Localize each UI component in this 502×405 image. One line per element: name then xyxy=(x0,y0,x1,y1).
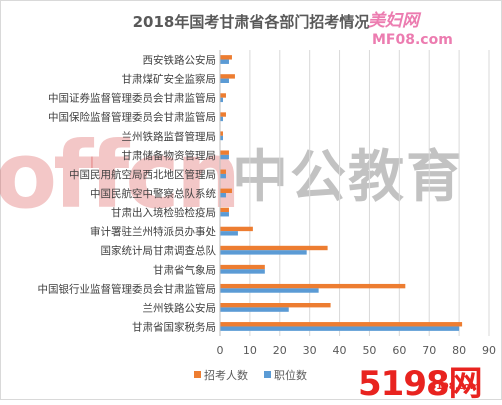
category-label: 中国银行业监督管理委员会甘肃监管局 xyxy=(38,282,217,295)
legend-swatch xyxy=(194,371,201,378)
bar-zhaokao-renshu xyxy=(220,303,331,308)
x-tick-label: 0 xyxy=(217,344,224,357)
category-label: 甘肃省气象局 xyxy=(153,263,216,276)
bar-zhiwei-shu xyxy=(220,135,223,141)
zhonggong-watermark: 中公教育 xyxy=(232,145,464,210)
bar-zhiwei-shu xyxy=(220,97,223,103)
site-5198-url-watermark: 5198.com xyxy=(430,382,480,392)
x-tick-label: 20 xyxy=(273,344,287,357)
x-tick-label: 50 xyxy=(362,344,376,357)
x-tick-label: 70 xyxy=(422,344,436,357)
x-tick-label: 60 xyxy=(392,344,406,357)
bar-zhiwei-shu xyxy=(220,193,226,198)
bar-zhaokao-renshu xyxy=(220,131,223,136)
bar-zhiwei-shu xyxy=(220,59,229,64)
bar-zhiwei-shu xyxy=(220,154,229,160)
x-tick-label: 40 xyxy=(333,344,347,357)
category-label: 中国民用航空局西北地区管理局 xyxy=(69,168,216,181)
bar-zhaokao-renshu xyxy=(220,93,226,98)
bar-zhaokao-renshu xyxy=(220,188,232,193)
bar-zhaokao-renshu xyxy=(220,226,253,232)
bar-zhiwei-shu xyxy=(220,326,460,331)
bar-zhaokao-renshu xyxy=(220,55,232,60)
bar-zhiwei-shu xyxy=(220,116,223,122)
bar-zhaokao-renshu xyxy=(220,283,406,289)
offcn-watermark: offcn xyxy=(0,122,241,229)
bar-zhaokao-renshu xyxy=(220,207,229,213)
bar-zhaokao-renshu xyxy=(220,264,265,270)
category-label: 兰州铁路公安局 xyxy=(143,301,217,314)
chart-title: 2018年国考甘肃省各部门招考情况 xyxy=(133,13,370,31)
gridlines xyxy=(219,50,490,336)
meifu-url-watermark: MF08.com xyxy=(372,32,453,48)
category-label: 审计署驻兰州特派员办事处 xyxy=(90,225,216,238)
bar-zhiwei-shu xyxy=(220,288,319,293)
bar-zhiwei-shu xyxy=(220,269,265,274)
bar-zhaokao-renshu xyxy=(220,150,229,155)
legend-label: 职位数 xyxy=(274,368,307,382)
bar-zhiwei-shu xyxy=(220,250,307,255)
category-label: 中国民航空中警察总队系统 xyxy=(90,187,216,200)
category-label: 兰州铁路监督管理局 xyxy=(122,130,217,143)
bar-zhiwei-shu xyxy=(220,231,238,236)
bar-zhiwei-shu xyxy=(220,307,289,312)
bar-zhiwei-shu xyxy=(220,173,226,179)
category-label: 国家统计局甘肃调查总队 xyxy=(101,244,217,257)
bar-zhiwei-shu xyxy=(220,78,229,83)
bar-zhaokao-renshu xyxy=(220,322,463,327)
category-label: 甘肃煤矿安全监察局 xyxy=(122,73,217,86)
x-tick-label: 10 xyxy=(243,344,257,357)
meifu-logo-watermark: 美妇网 xyxy=(368,11,419,31)
category-label: 甘肃储备物资管理局 xyxy=(122,149,217,162)
category-label: 中国证券监督管理委员会甘肃监管局 xyxy=(48,92,216,105)
x-tick-label: 30 xyxy=(303,344,317,357)
bar-zhiwei-shu xyxy=(220,212,229,217)
bar-zhaokao-renshu xyxy=(220,245,328,251)
legend: 招考人数 职位数 xyxy=(194,368,307,382)
legend-swatch xyxy=(264,371,271,378)
site-5198-watermark: 5198网 xyxy=(358,364,483,404)
bar-zhaokao-renshu xyxy=(220,169,226,174)
bar-zhaokao-renshu xyxy=(220,112,226,117)
axes: 0 10 20 30 40 50 60 70 80 90 甘肃省国家税务局 兰州铁路公安局 中国银行业监… xyxy=(38,50,496,357)
bars xyxy=(220,55,463,331)
bar-zhaokao-renshu xyxy=(220,74,235,79)
legend-label: 招考人数 xyxy=(204,368,248,382)
category-label: 甘肃省国家税务局 xyxy=(132,320,216,333)
x-tick-label: 90 xyxy=(482,344,496,357)
category-label: 中国保险监督管理委员会甘肃监管局 xyxy=(48,111,216,124)
category-label: 西安铁路公安局 xyxy=(143,54,217,67)
x-tick-label: 80 xyxy=(452,344,466,357)
category-label: 甘肃出入境检验检疫局 xyxy=(111,206,216,219)
